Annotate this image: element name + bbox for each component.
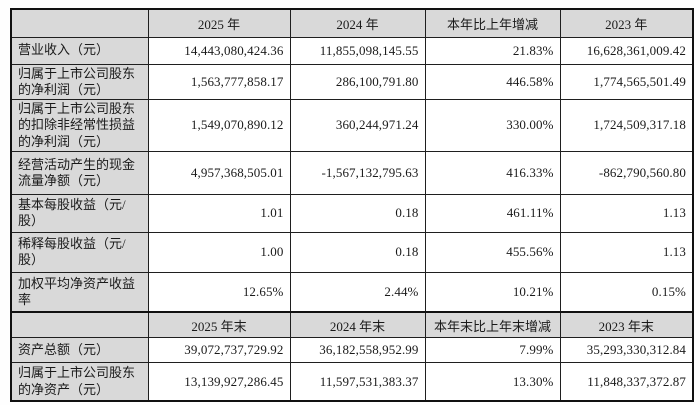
value-2024: 0.18	[289, 231, 426, 273]
column-header-2023-year-end: 2023 年末	[559, 311, 694, 338]
value-2025: 4,957,368,505.01	[147, 150, 291, 195]
column-header-2025: 2025 年	[147, 8, 291, 38]
value-2025-year-end: 13,139,927,286.45	[147, 361, 291, 402]
column-header-2024-year-end: 2024 年末	[289, 311, 426, 338]
column-header-yoy-change: 本年比上年增减	[424, 8, 561, 38]
column-header-year-end-change: 本年末比上年末增减	[424, 311, 561, 338]
value-2025: 1.00	[147, 231, 291, 273]
header-empty-cell	[10, 8, 149, 38]
row-label: 基本每股收益（元/ 股）	[10, 193, 149, 233]
value-2023: 1.13	[559, 193, 694, 233]
value-2024: 11,855,098,145.55	[289, 36, 426, 65]
value-2025: 12.65%	[147, 271, 291, 313]
value-2024-year-end: 36,182,558,952.99	[289, 336, 426, 363]
column-header-2024: 2024 年	[289, 8, 426, 38]
table-row-net-assets-attributable: 归属于上市公司股东 的净资产（元） 13,139,927,286.45 11,5…	[10, 361, 694, 402]
value-2024: -1,567,132,795.63	[289, 150, 426, 195]
value-yoy-change: 21.83%	[424, 36, 561, 65]
value-2025: 1,549,070,890.12	[147, 99, 291, 152]
row-label: 稀释每股收益（元/ 股）	[10, 231, 149, 273]
value-2023-year-end: 35,293,330,312.84	[559, 336, 694, 363]
key-accounting-data-table: 2025 年 2024 年 本年比上年增减 2023 年 营业收入（元） 14,…	[10, 8, 694, 403]
row-label: 加权平均净资产收益 率	[10, 271, 149, 313]
value-yoy-change: 461.11%	[424, 193, 561, 233]
value-yoy-change: 416.33%	[424, 150, 561, 195]
row-label: 归属于上市公司股东 的扣除非经常性损益 的净利润（元）	[10, 99, 149, 152]
table-row-operating-revenue: 营业收入（元） 14,443,080,424.36 11,855,098,145…	[10, 36, 694, 65]
table-row-diluted-eps: 稀释每股收益（元/ 股） 1.00 0.18 455.56% 1.13	[10, 231, 694, 273]
value-2023-year-end: 11,848,337,372.87	[559, 361, 694, 402]
value-2023: 1,774,565,501.49	[559, 63, 694, 100]
value-2024: 2.44%	[289, 271, 426, 313]
value-2023: -862,790,560.80	[559, 150, 694, 195]
value-2024: 0.18	[289, 193, 426, 233]
value-yoy-change: 446.58%	[424, 63, 561, 100]
column-header-2025-year-end: 2025 年末	[147, 311, 291, 338]
table-header-row-year-end: 2025 年末 2024 年末 本年末比上年末增减 2023 年末	[10, 311, 694, 338]
header-empty-cell	[10, 311, 149, 338]
value-yoy-change: 10.21%	[424, 271, 561, 313]
table-row-total-assets: 资产总额（元） 39,072,737,729.92 36,182,558,952…	[10, 336, 694, 363]
row-label: 资产总额（元）	[10, 336, 149, 363]
value-2023: 1.13	[559, 231, 694, 273]
table-row-weighted-avg-roe: 加权平均净资产收益 率 12.65% 2.44% 10.21% 0.15%	[10, 271, 694, 313]
row-label: 归属于上市公司股东 的净资产（元）	[10, 361, 149, 402]
value-yoy-change: 455.56%	[424, 231, 561, 273]
value-2023: 1,724,509,317.18	[559, 99, 694, 152]
value-2025-year-end: 39,072,737,729.92	[147, 336, 291, 363]
column-header-2023: 2023 年	[559, 8, 694, 38]
row-label: 归属于上市公司股东 的净利润（元）	[10, 63, 149, 100]
table-row-operating-cash-flow: 经营活动产生的现金 流量净额（元） 4,957,368,505.01 -1,56…	[10, 150, 694, 195]
value-year-end-change: 7.99%	[424, 336, 561, 363]
row-label: 营业收入（元）	[10, 36, 149, 65]
value-2024: 286,100,791.80	[289, 63, 426, 100]
table-row-basic-eps: 基本每股收益（元/ 股） 1.01 0.18 461.11% 1.13	[10, 193, 694, 233]
value-2023: 16,628,361,009.42	[559, 36, 694, 65]
table-header-row-annual: 2025 年 2024 年 本年比上年增减 2023 年	[10, 8, 694, 38]
value-year-end-change: 13.30%	[424, 361, 561, 402]
value-2025: 1,563,777,858.17	[147, 63, 291, 100]
row-label: 经营活动产生的现金 流量净额（元）	[10, 150, 149, 195]
value-2024: 360,244,971.24	[289, 99, 426, 152]
value-2023: 0.15%	[559, 271, 694, 313]
value-2025: 1.01	[147, 193, 291, 233]
table-row-net-profit-excl-nonrecurring: 归属于上市公司股东 的扣除非经常性损益 的净利润（元） 1,549,070,89…	[10, 99, 694, 152]
value-2024-year-end: 11,597,531,383.37	[289, 361, 426, 402]
value-2025: 14,443,080,424.36	[147, 36, 291, 65]
table-row-net-profit-attributable: 归属于上市公司股东 的净利润（元） 1,563,777,858.17 286,1…	[10, 63, 694, 100]
value-yoy-change: 330.00%	[424, 99, 561, 152]
